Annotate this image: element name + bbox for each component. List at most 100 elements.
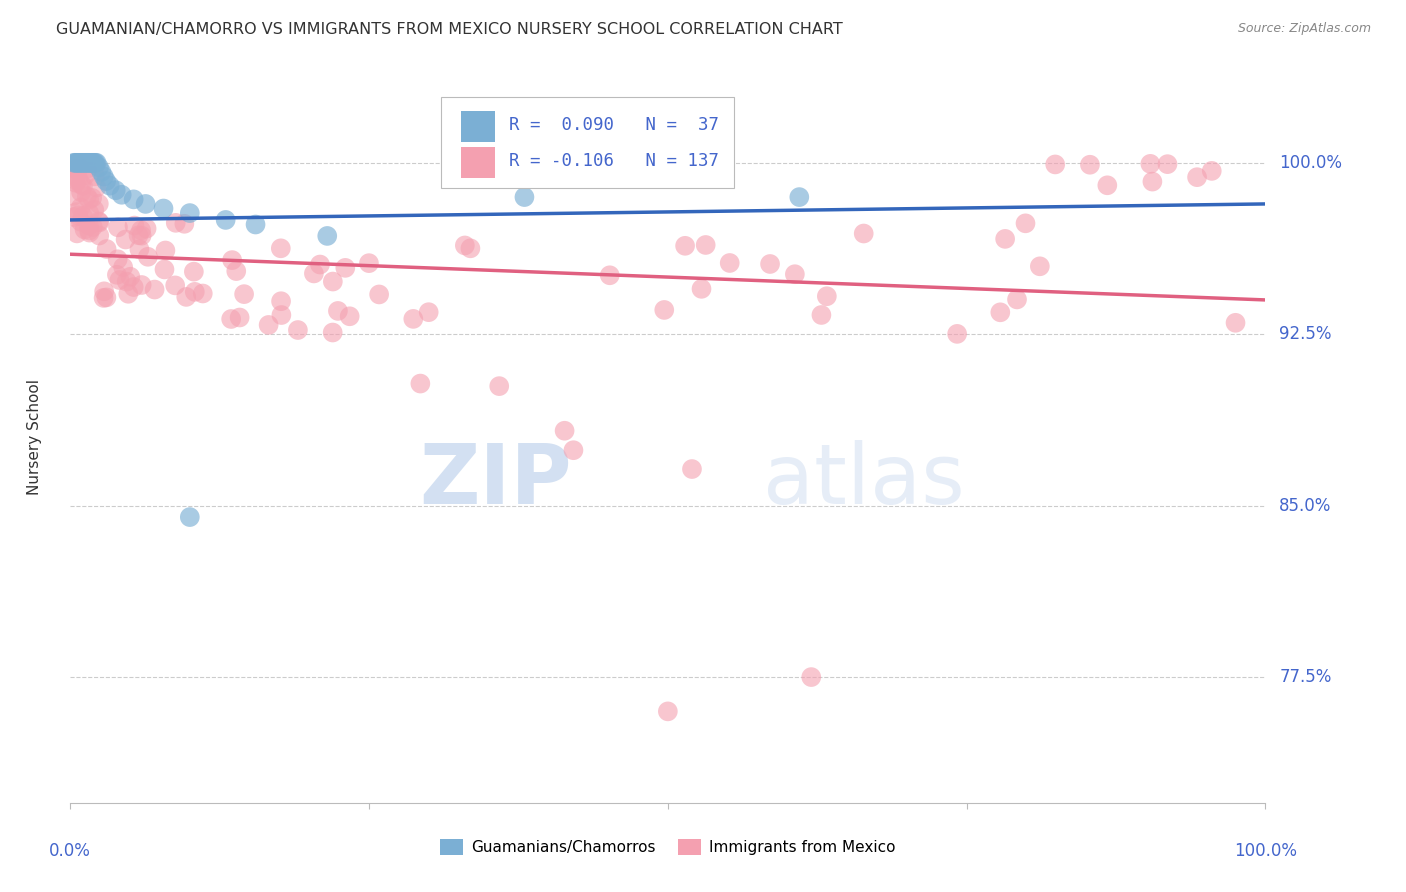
Point — [117, 286, 139, 301]
FancyBboxPatch shape — [461, 147, 495, 178]
Point — [93, 285, 115, 299]
Point — [131, 228, 153, 243]
Point — [191, 286, 214, 301]
Point — [1078, 158, 1101, 172]
Point — [152, 202, 174, 216]
Point — [120, 269, 142, 284]
Point — [69, 201, 91, 215]
Point — [225, 264, 247, 278]
Point — [70, 155, 93, 169]
Point — [245, 218, 267, 232]
Point — [1185, 170, 1208, 185]
Text: 0.0%: 0.0% — [49, 842, 91, 860]
Point — [104, 183, 127, 197]
Point — [77, 193, 100, 207]
Point — [657, 704, 679, 718]
Point — [63, 170, 86, 185]
Point — [63, 210, 86, 224]
Point — [270, 241, 292, 255]
Point — [270, 294, 292, 309]
Point — [214, 213, 236, 227]
Point — [79, 155, 101, 169]
Point — [402, 312, 425, 326]
Point — [1201, 164, 1223, 178]
Point — [562, 443, 585, 458]
Text: 100.0%: 100.0% — [1234, 842, 1296, 860]
Point — [155, 244, 177, 258]
Point — [87, 161, 110, 175]
Point — [90, 165, 112, 179]
Point — [86, 155, 108, 169]
Point — [1142, 175, 1164, 189]
Point — [76, 155, 98, 169]
Point — [219, 312, 242, 326]
Point — [131, 278, 153, 293]
Point — [673, 239, 696, 253]
Point — [1225, 316, 1247, 330]
Point — [460, 241, 482, 255]
Point — [270, 308, 292, 322]
Point — [988, 305, 1011, 319]
Point — [1014, 216, 1036, 230]
Point — [1045, 157, 1067, 171]
Point — [89, 215, 111, 229]
Point — [63, 172, 86, 186]
Point — [122, 192, 145, 206]
Point — [1005, 293, 1028, 307]
Point — [66, 157, 89, 171]
Point — [93, 169, 115, 184]
Point — [128, 228, 150, 243]
Text: Nursery School: Nursery School — [27, 379, 42, 495]
Point — [322, 275, 344, 289]
Point — [681, 462, 703, 476]
Point — [87, 214, 110, 228]
Point — [63, 155, 86, 169]
Point — [65, 176, 87, 190]
Point — [66, 155, 89, 169]
Point — [62, 189, 84, 203]
Point — [787, 190, 810, 204]
Point — [173, 217, 195, 231]
Point — [83, 202, 105, 217]
Point — [852, 227, 875, 241]
Point — [800, 670, 823, 684]
Text: atlas: atlas — [763, 441, 965, 522]
Point — [221, 253, 243, 268]
Point — [80, 155, 103, 169]
Point — [135, 221, 157, 235]
Point — [77, 206, 100, 220]
Point — [184, 285, 207, 299]
Point — [84, 158, 107, 172]
Point — [124, 219, 146, 233]
Point — [82, 219, 104, 234]
Point — [322, 326, 344, 340]
Point — [129, 223, 152, 237]
Point — [179, 206, 201, 220]
Point — [66, 162, 89, 177]
Point — [75, 155, 97, 169]
Text: 77.5%: 77.5% — [1279, 668, 1331, 686]
Point — [309, 258, 332, 272]
Point — [599, 268, 621, 283]
Point — [409, 376, 432, 391]
Point — [66, 160, 89, 174]
Point — [66, 227, 89, 241]
Point — [73, 155, 96, 169]
Point — [65, 205, 87, 219]
Point — [76, 161, 98, 176]
Point — [96, 242, 118, 256]
Text: Source: ZipAtlas.com: Source: ZipAtlas.com — [1237, 22, 1371, 36]
Point — [135, 197, 157, 211]
Point — [67, 208, 90, 222]
Point — [228, 310, 250, 325]
Point — [96, 290, 118, 304]
Point — [165, 216, 187, 230]
Point — [1156, 157, 1178, 171]
Point — [357, 256, 380, 270]
Point — [107, 220, 129, 235]
Point — [815, 289, 838, 303]
Point — [179, 510, 201, 524]
Text: R = -0.106   N = 137: R = -0.106 N = 137 — [509, 153, 718, 170]
Point — [257, 318, 280, 332]
Point — [174, 290, 197, 304]
